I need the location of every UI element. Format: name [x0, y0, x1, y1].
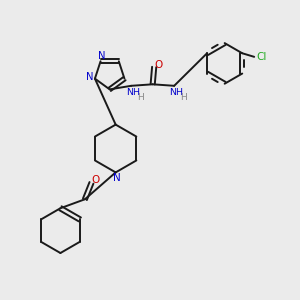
Text: N: N: [113, 173, 121, 183]
Text: NH: NH: [169, 88, 184, 97]
Text: N: N: [86, 72, 93, 82]
Text: Cl: Cl: [257, 52, 267, 62]
Text: H: H: [180, 93, 187, 102]
Text: O: O: [91, 176, 100, 185]
Text: N: N: [98, 51, 106, 61]
Text: H: H: [137, 93, 144, 102]
Text: O: O: [154, 60, 163, 70]
Text: NH: NH: [127, 88, 141, 97]
